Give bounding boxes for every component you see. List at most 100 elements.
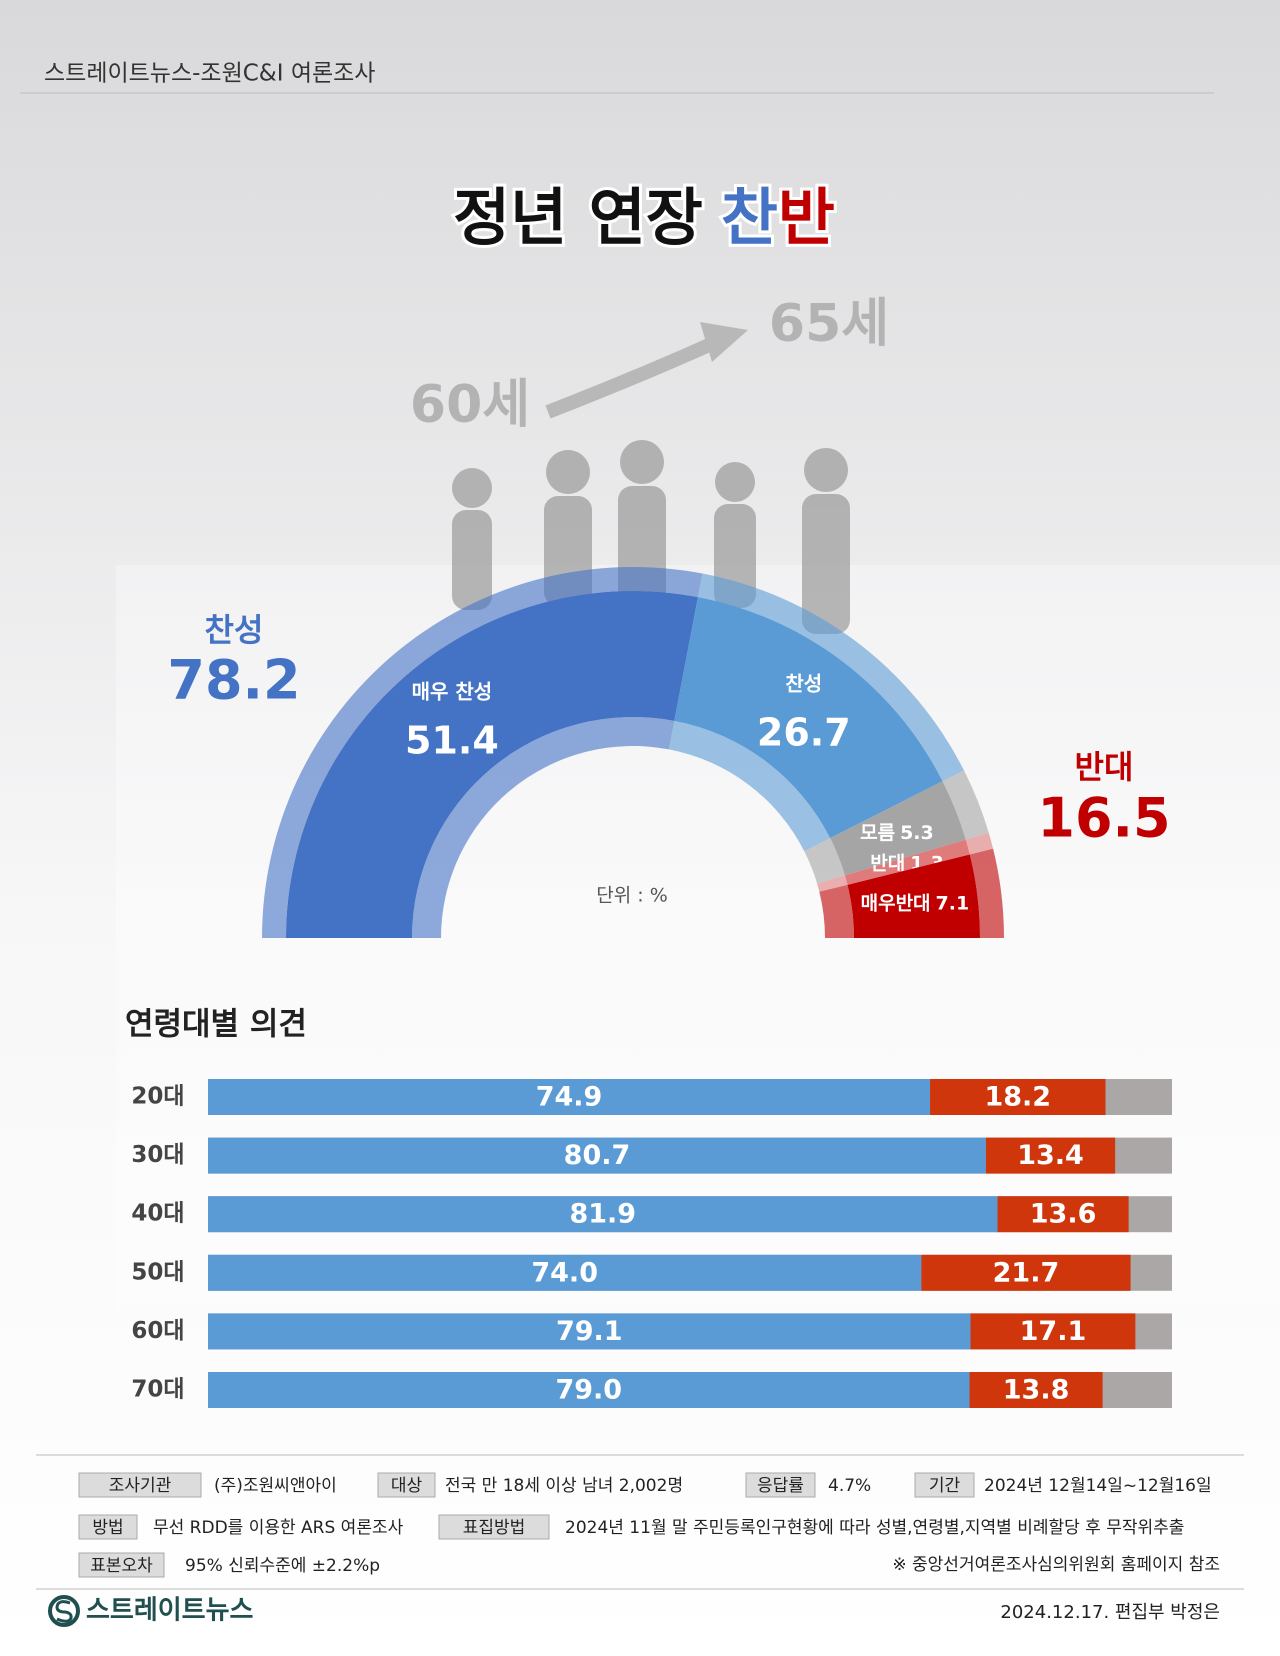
info-tag: 기간 (929, 1476, 961, 1496)
title-pro: 찬 (721, 181, 778, 254)
category-label: 50대 (131, 1259, 184, 1285)
info-tag-box (78, 1472, 202, 1498)
info-tag-box (914, 1472, 975, 1498)
bar (930, 1079, 1106, 1115)
header-source: 스트레이트뉴스-조원C&I 여론조사 (44, 61, 375, 87)
bar (969, 1372, 1103, 1408)
category-label: 70대 (131, 1377, 184, 1403)
logo-icon (48, 1595, 80, 1627)
arrow (545, 333, 723, 419)
segment-name: 매우반대 (861, 892, 931, 914)
info-tag: 응답률 (757, 1476, 804, 1496)
credit: 2024.12.17. 편집부 박정은 (1000, 1602, 1220, 1623)
bar-value: 13.4 (1017, 1140, 1084, 1171)
segment-value: 26.7 (757, 711, 851, 755)
bar (921, 1254, 1131, 1291)
info-value: 2024년 11월 말 주민등록인구현황에 따라 성별,연령별,지역별 비례할당… (565, 1518, 1184, 1538)
arrow-head (700, 322, 748, 362)
bar-value: 21.7 (993, 1257, 1060, 1288)
bar-value: 17.1 (1020, 1316, 1087, 1347)
segment-ring (817, 875, 848, 892)
bar-value: 74.0 (531, 1257, 598, 1288)
total-name: 찬성 (205, 611, 264, 649)
total-value: 78.2 (167, 649, 300, 712)
segment-name: 반대 (870, 852, 905, 874)
segment (674, 597, 943, 839)
segment (847, 854, 980, 938)
age-from: 60세 (410, 375, 530, 435)
segment-ring (965, 832, 994, 855)
bar (208, 1079, 931, 1115)
bar (208, 1313, 971, 1350)
title-text: 정년 연장 (453, 181, 703, 254)
title-con: 반 (778, 181, 835, 254)
segment-ring (412, 717, 675, 938)
total-name: 반대 (1075, 748, 1134, 786)
bar (208, 1372, 970, 1408)
segment-label: 매우반대 7.1 (861, 892, 970, 914)
segment-value: 51.4 (405, 719, 499, 763)
segment-ring (969, 848, 1004, 938)
info-value: 4.7% (828, 1476, 871, 1496)
bar-value: 79.1 (556, 1316, 623, 1347)
info-value: 무선 RDD를 이용한 ARS 여론조사 (153, 1518, 404, 1538)
category-label: 20대 (131, 1084, 184, 1110)
bar (997, 1196, 1129, 1233)
info-tag-box (377, 1472, 436, 1498)
info-tag: 표본오차 (90, 1556, 153, 1576)
bar (208, 1254, 922, 1291)
bar-value: 13.6 (1030, 1199, 1097, 1230)
info-tag-box (78, 1514, 138, 1540)
segment-name: 매우 찬성 (412, 680, 493, 704)
bar (970, 1313, 1136, 1350)
survey-note: ※ 중앙선거여론조사심의위원회 홈페이지 참조 (892, 1555, 1220, 1575)
bar-value: 13.8 (1003, 1375, 1070, 1406)
segment-value: 5.3 (900, 822, 934, 844)
bar-value: 79.0 (555, 1375, 622, 1406)
age-to: 65세 (769, 294, 889, 354)
segment-ring (697, 573, 964, 782)
bar-value: 80.7 (564, 1140, 631, 1171)
segment-label: 모름 5.3 (860, 822, 934, 844)
segment-name: 찬성 (785, 672, 822, 696)
segment-ring (668, 720, 831, 852)
info-tag: 조사기관 (109, 1476, 172, 1496)
bar-chart-title: 연령대별 의견 (125, 1007, 307, 1043)
info-value: 2024년 12월14일~12월16일 (984, 1476, 1212, 1496)
total-value: 16.5 (1037, 787, 1170, 850)
info-tag-box (438, 1514, 550, 1540)
segment (844, 839, 970, 885)
segment-value: 7.1 (936, 892, 970, 914)
info-tag: 대상 (391, 1476, 423, 1496)
unit-note: 단위 : % (596, 885, 668, 907)
info-value: 전국 만 18세 이상 남녀 2,002명 (445, 1476, 683, 1496)
segment-ring (819, 884, 854, 938)
main-title: 정년 연장 찬반 (453, 181, 835, 254)
info-tag: 방법 (92, 1518, 123, 1538)
category-label: 30대 (131, 1142, 184, 1168)
segment-name: 모름 (860, 822, 895, 844)
bar-value: 74.9 (536, 1082, 603, 1113)
category-label: 40대 (131, 1201, 184, 1227)
bar (208, 1137, 986, 1174)
info-value: (주)조원씨앤아이 (214, 1476, 337, 1496)
segment (830, 781, 966, 876)
bar (208, 1196, 998, 1233)
bar-value: 18.2 (984, 1082, 1051, 1113)
bar-value: 81.9 (569, 1199, 636, 1230)
segment-ring (942, 770, 989, 840)
bar (985, 1137, 1116, 1174)
info-tag-box (78, 1552, 165, 1578)
info-tag-box (745, 1472, 816, 1498)
segment-ring (804, 838, 845, 884)
segment (286, 591, 698, 938)
info-tag: 표집방법 (463, 1518, 526, 1538)
people-silhouettes (452, 440, 850, 634)
survey-info: 조사기관 (주)조원씨앤아이 대상 전국 만 18세 이상 남녀 2,002명 응답률 4… (78, 1472, 1212, 1578)
category-label: 60대 (131, 1318, 184, 1344)
age-bars: 연령대별 의견 20대 74.9 18.2 30대 80.7 13.4 40대 81.9 13.6… (125, 1007, 1172, 1408)
logo-text: 스트레이트뉴스 (86, 1596, 254, 1626)
